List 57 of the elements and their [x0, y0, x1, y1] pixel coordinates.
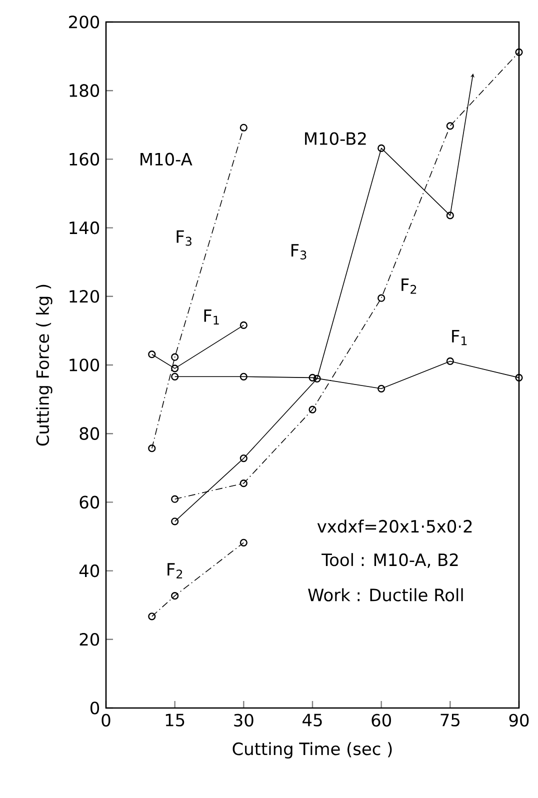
y-tick-label: 120: [70, 290, 100, 303]
point: [446, 122, 454, 130]
x-tick-label: 45: [302, 714, 322, 726]
point: [446, 357, 454, 366]
point: [240, 124, 248, 132]
y-tick-label: 60: [80, 496, 100, 509]
point: [171, 364, 179, 372]
point: [515, 48, 523, 56]
y-tick-label: 100: [70, 358, 100, 372]
y-tick-label: 40: [79, 564, 100, 578]
point: [515, 374, 523, 382]
series-label: F$_{1}$: [452, 330, 467, 346]
series-label: F$_{1}$: [204, 309, 219, 324]
point: [378, 144, 386, 152]
x-tick-label: 75: [440, 714, 460, 726]
annotation: M10-A: [140, 152, 192, 166]
y-tick-label: 0: [90, 702, 100, 714]
point: [171, 518, 179, 526]
point: [171, 495, 179, 503]
text: F$_{3}$: [291, 244, 306, 260]
annotation: Work : Ductile Roll: [308, 588, 463, 602]
point: [240, 454, 248, 462]
point: [171, 372, 179, 380]
x-tick-label: 15: [166, 714, 184, 726]
point: [378, 384, 386, 392]
series-label: F$_{3}$: [176, 230, 192, 246]
series-label: F$_{2}$: [402, 278, 416, 294]
point: [240, 321, 248, 330]
y-tick-label: 140: [70, 221, 100, 234]
point: [171, 353, 179, 361]
annotation: vxdxf=20x1·5x0·2: [317, 520, 472, 533]
y-tick-label: 200: [69, 16, 100, 28]
y-axis-title: Cutting Force ( kg ): [36, 284, 52, 446]
y-tick-label: 160: [70, 152, 100, 166]
point: [240, 480, 248, 488]
series-label: F$_{2}$: [168, 563, 182, 578]
point: [148, 612, 156, 620]
x-tick-label: 60: [372, 714, 391, 727]
point: [308, 374, 316, 382]
annotation: M10-B2: [305, 132, 366, 146]
point: [313, 374, 321, 383]
y-tick-label: 180: [70, 84, 100, 97]
point: [378, 294, 386, 302]
y-tick-label: 20: [80, 632, 100, 646]
point: [171, 592, 179, 600]
point: [240, 372, 248, 380]
point: [148, 444, 156, 452]
x-tick-label: 30: [234, 714, 254, 727]
x-tick-label: 90: [509, 714, 529, 727]
x-axis-title: Cutting Time (sec ): [232, 742, 392, 759]
point: [446, 212, 454, 220]
point: [308, 406, 316, 414]
annotation: Tool : M10-A, B2: [322, 553, 458, 568]
y-tick-label: 80: [80, 427, 100, 440]
point: [240, 538, 248, 546]
point: [148, 350, 156, 358]
x-tick-label: 0: [102, 714, 110, 727]
